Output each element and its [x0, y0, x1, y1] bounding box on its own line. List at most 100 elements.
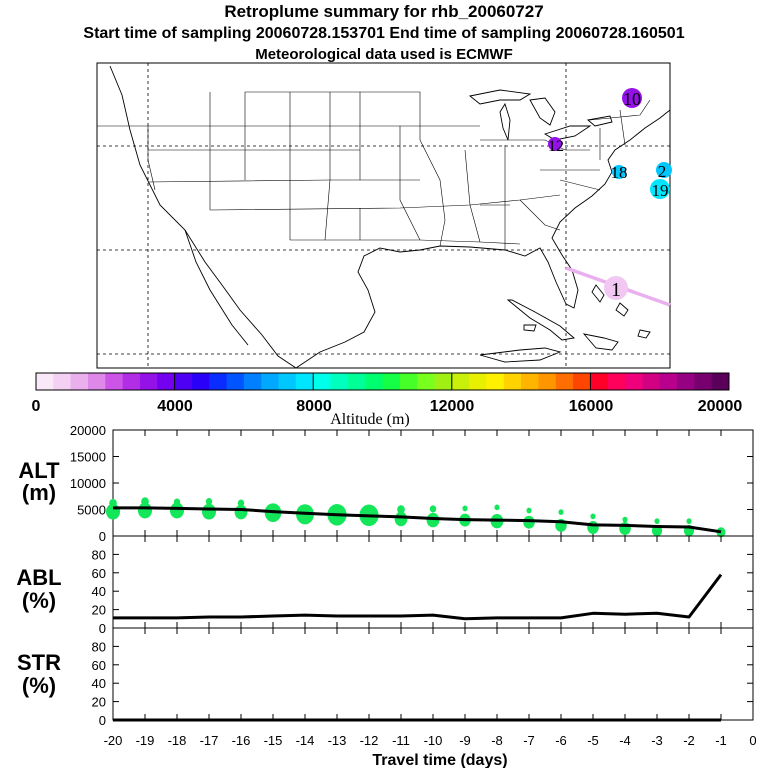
abl-panel: 0 20 40 60 80 — [92, 535, 754, 636]
alt-series-line — [113, 506, 722, 534]
plume-label-10: 10 — [623, 89, 641, 109]
colorbar-swatch — [313, 373, 332, 390]
colorbar-frame — [35, 372, 730, 391]
x-tick-label: -11 — [392, 733, 410, 748]
chart-title: Retroplume summary for rhb_20060727 — [224, 2, 544, 21]
alt-marker — [558, 509, 564, 516]
alt-marker — [426, 512, 440, 528]
x-tick-label: -15 — [264, 733, 283, 748]
x-tick-label: -18 — [168, 733, 187, 748]
colorbar-swatch — [209, 373, 228, 390]
colorbar-swatch — [521, 373, 539, 390]
colorbar-swatch — [399, 373, 418, 390]
colorbar-swatch — [226, 373, 245, 390]
abl-panel-label: ABL — [16, 565, 61, 590]
alt-marker — [429, 505, 437, 513]
plume-label-19: 19 — [652, 181, 669, 200]
alt-marker — [173, 498, 181, 506]
colorbar-swatch — [382, 373, 401, 390]
colorbar-tick-label: 8000 — [296, 398, 332, 415]
colorbar-swatch — [573, 373, 591, 390]
colorbar-swatch — [365, 373, 383, 390]
abl-panel-unit: (%) — [22, 588, 56, 613]
map-grid-lines — [97, 63, 670, 368]
abl-y-tick-label: 80 — [92, 547, 106, 562]
colorbar-swatch — [607, 373, 626, 390]
plume-marker-18 — [612, 165, 626, 179]
plume-marker-12 — [548, 137, 562, 151]
alt-marker — [654, 518, 660, 525]
map-coastlines — [109, 65, 671, 369]
alt-marker — [109, 498, 117, 508]
x-tick-label: -19 — [136, 733, 155, 748]
plume-label-18: 18 — [611, 163, 628, 182]
abl-series-line — [113, 573, 723, 621]
map-state-borders — [97, 91, 651, 250]
alt-panel-unit: (m) — [22, 480, 56, 505]
alt-marker — [590, 513, 596, 520]
abl-y-tick-label: 0 — [99, 621, 106, 636]
colorbar-swatch — [53, 373, 72, 390]
colorbar-swatch — [87, 373, 106, 390]
x-tick-label: -20 — [104, 733, 123, 748]
x-tick-label: -2 — [683, 733, 695, 748]
colorbar-swatch — [261, 373, 280, 390]
alt-y-tick-label: 10000 — [70, 476, 106, 491]
str-y-tick-label: 60 — [92, 658, 106, 673]
colorbar-swatch — [347, 373, 366, 390]
colorbar-swatch — [295, 373, 314, 390]
colorbar-tick-label: 0 — [32, 398, 41, 415]
x-tick-label: -12 — [360, 733, 379, 748]
colorbar-tick-label: 12000 — [430, 398, 475, 415]
alt-y-tick-label: 0 — [99, 529, 106, 544]
colorbar-swatch — [122, 373, 141, 390]
x-tick-label: -4 — [619, 733, 631, 748]
x-tick-label: -6 — [555, 733, 567, 748]
colorbar-swatch — [538, 373, 557, 390]
plume-marker-2 — [656, 162, 672, 178]
alt-marker — [237, 499, 245, 507]
colorbar-swatch — [36, 373, 54, 390]
colorbar-swatch — [503, 373, 522, 390]
x-tick-label: -5 — [587, 733, 599, 748]
alt-y-tick-label: 5000 — [77, 503, 106, 518]
map: 1 10 12 18 19 2 — [96, 62, 672, 369]
abl-y-tick-label: 40 — [92, 584, 106, 599]
str-panel-label: STR — [17, 650, 61, 675]
colorbar-swatch — [278, 373, 297, 390]
alt-marker — [201, 503, 217, 520]
x-tick-label: -9 — [459, 733, 471, 748]
plume-marker-10 — [622, 88, 642, 108]
alt-marker — [462, 505, 468, 512]
colorbar-swatch — [555, 373, 574, 390]
alt-marker — [234, 504, 248, 520]
alt-panel: 0 5000 10000 15000 20000 — [70, 423, 754, 544]
str-y-tick-label: 80 — [92, 639, 106, 654]
x-axis-title: Travel time (days) — [372, 752, 507, 768]
plume-label-1: 1 — [611, 279, 621, 301]
colorbar-tick-label: 16000 — [569, 398, 614, 415]
alt-panel-label: ALT — [18, 458, 60, 483]
colorbar-swatch — [642, 373, 661, 390]
x-tick-label: -10 — [424, 733, 443, 748]
colorbar-swatch — [70, 373, 89, 390]
colorbar-swatch — [139, 373, 158, 390]
colorbar-swatch — [711, 373, 730, 390]
altitude-colorbar — [35, 372, 730, 391]
str-panel-unit: (%) — [22, 673, 56, 698]
alt-marker — [141, 497, 149, 506]
abl-y-tick-label: 20 — [92, 603, 106, 618]
meteorological-data-line: Meteorological data used is ECMWF — [255, 46, 513, 63]
map-frame — [96, 62, 671, 369]
x-tick-label: -14 — [296, 733, 315, 748]
map-great-lakes — [468, 89, 613, 141]
colorbar-tick-label: 4000 — [157, 398, 193, 415]
colorbar-swatch — [694, 373, 713, 390]
colorbar-swatch — [590, 373, 609, 390]
alt-marker — [397, 505, 405, 514]
plume-label-12: 12 — [548, 138, 564, 155]
alt-marker — [686, 518, 692, 525]
abl-y-tick-label: 60 — [92, 566, 106, 581]
alt-marker — [205, 497, 213, 506]
colorbar-tick-labels: 0 4000 8000 12000 16000 20000 — [32, 398, 743, 415]
